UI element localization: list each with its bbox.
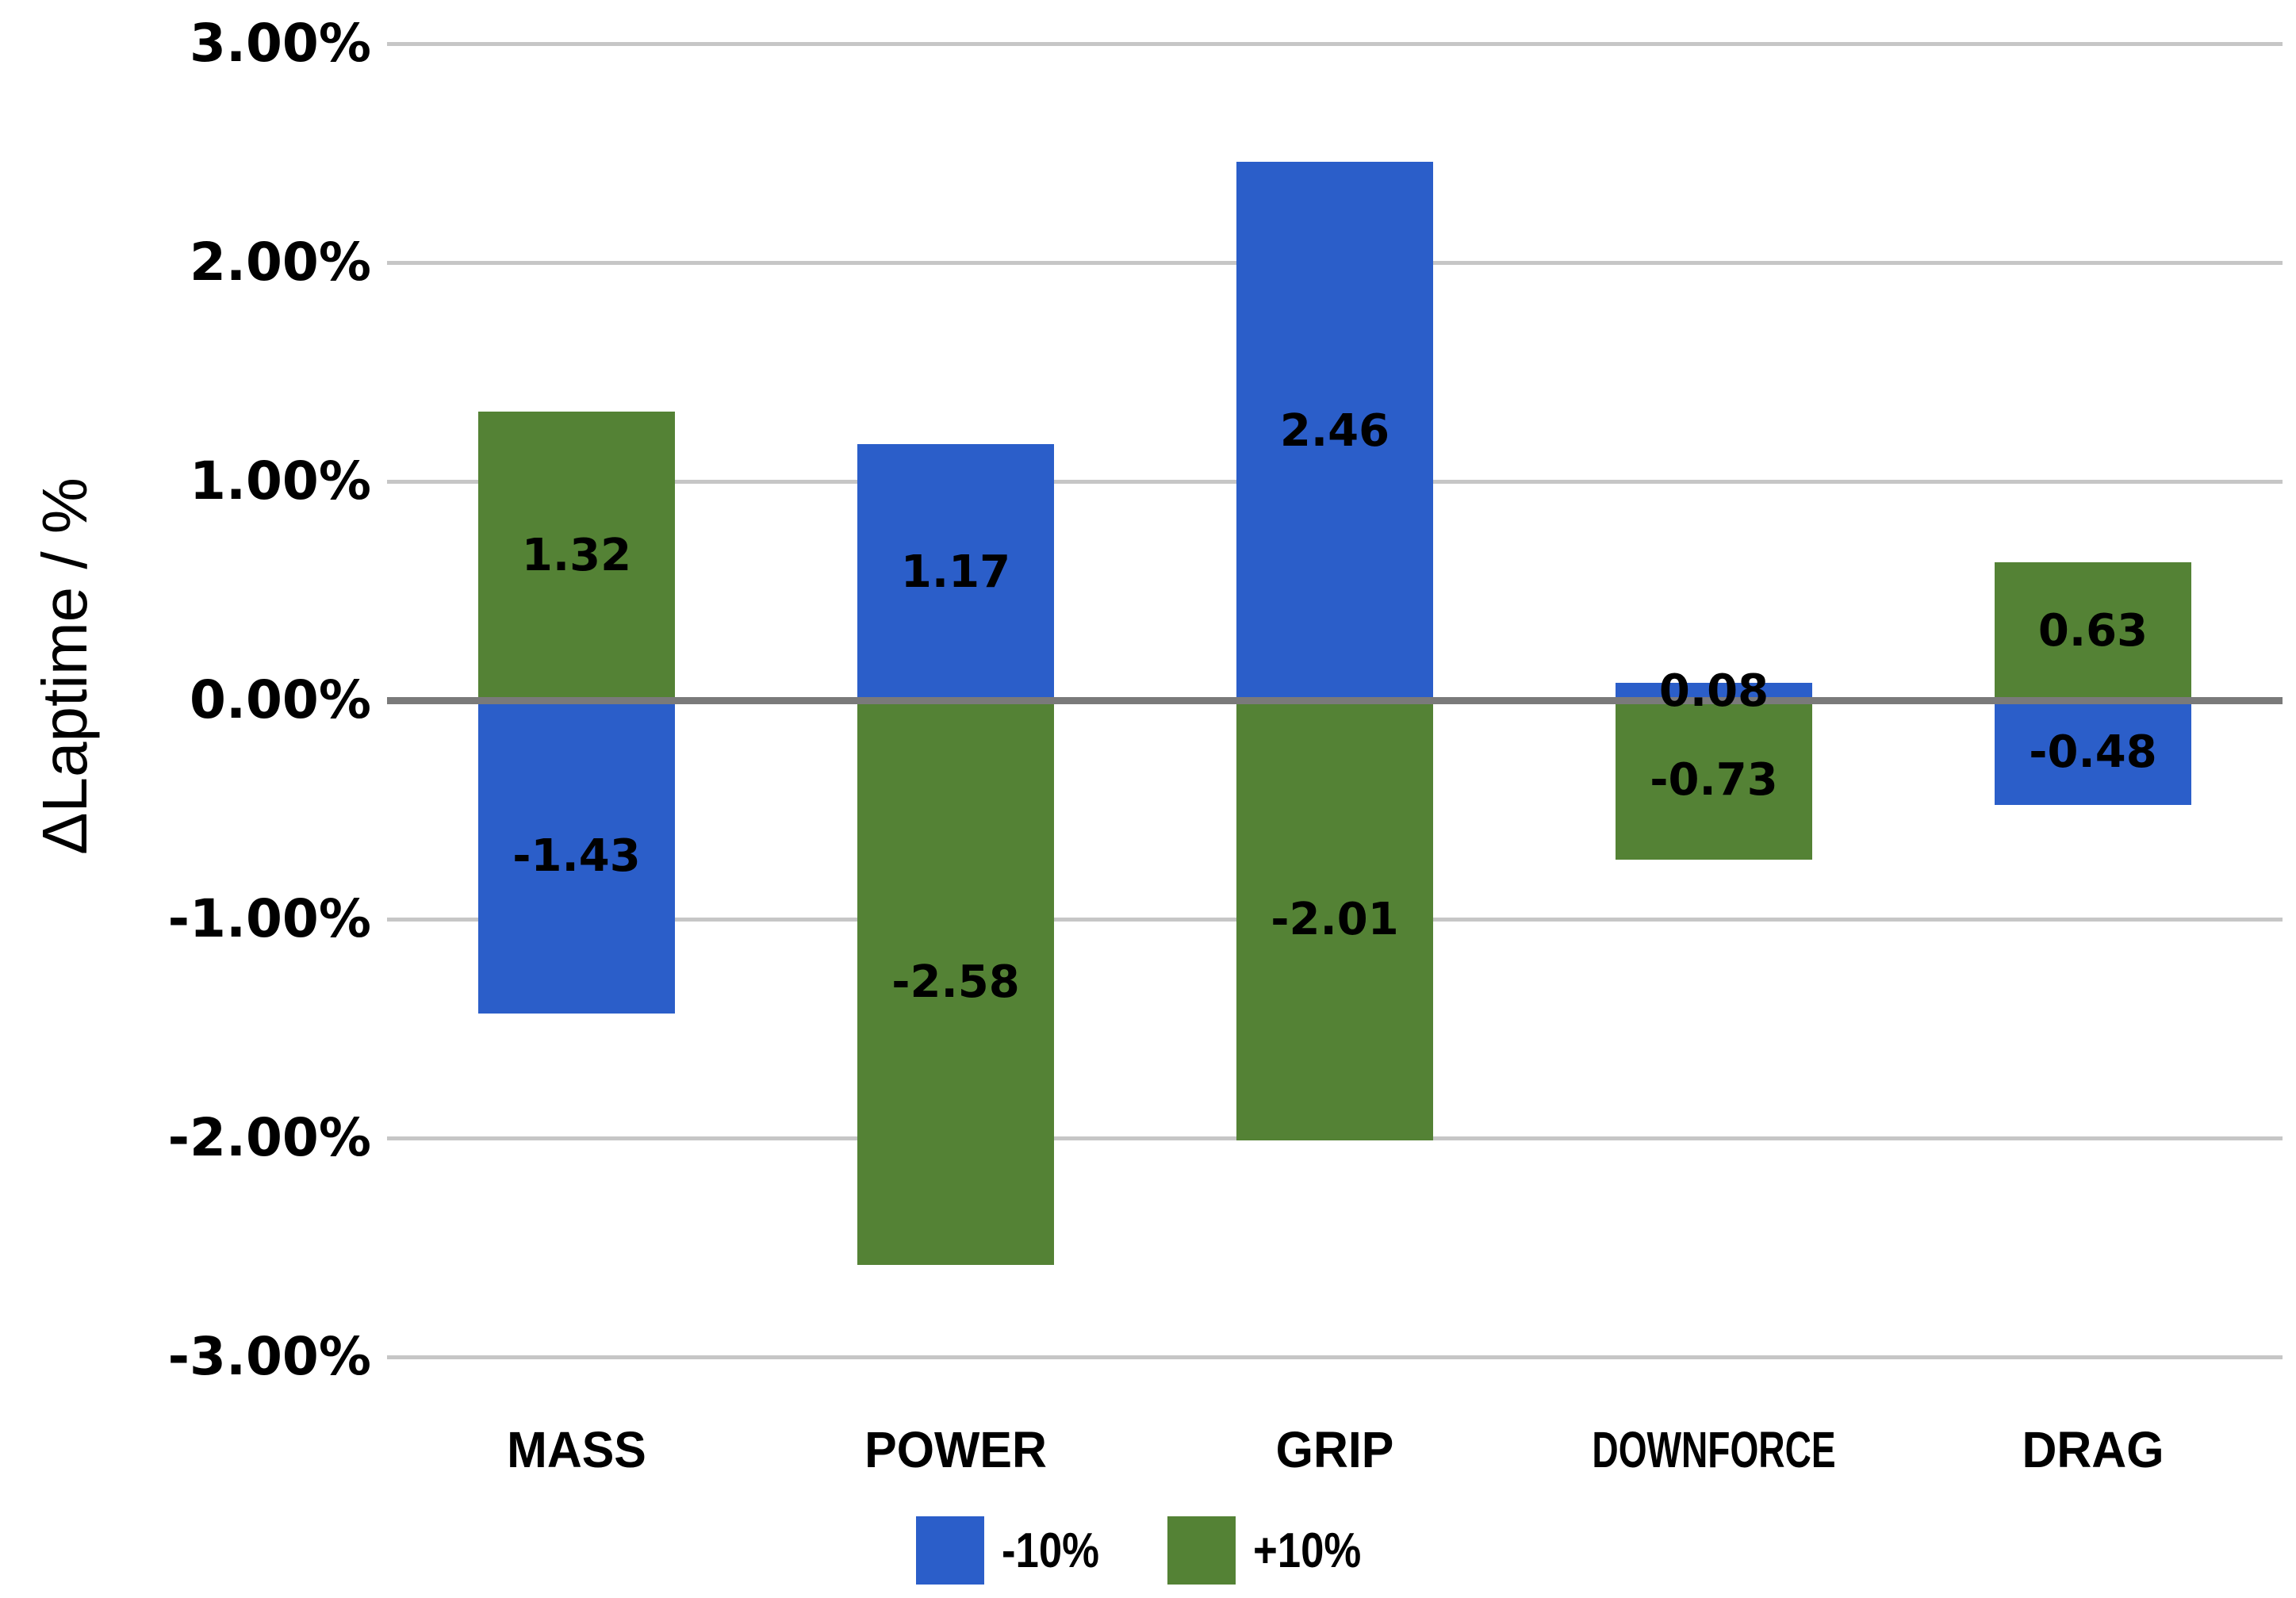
legend-item-minus10: -10% xyxy=(915,1516,1117,1585)
bar-value-label-drag-plus10: 0.63 xyxy=(2037,605,2148,657)
category-label-downforce: DOWNFORCE xyxy=(1592,1421,1836,1478)
bar-value-label-power-plus10: -2.58 xyxy=(891,956,1020,1009)
legend-swatch-plus10-icon xyxy=(1167,1516,1236,1585)
bar-value-label-power-minus10: 1.17 xyxy=(900,546,1011,598)
category-label-grip: GRIP xyxy=(1275,1421,1394,1478)
bar-downforce-minus10 xyxy=(1616,682,1812,700)
bar-power-plus10 xyxy=(857,700,1054,1266)
bar-downforce-plus10 xyxy=(1616,700,1812,860)
y-tick-0.00%: 0.00% xyxy=(190,669,371,730)
bar-value-label-downforce-minus10: 0.08 xyxy=(1658,665,1769,717)
legend-label-plus10: +10% xyxy=(1252,1523,1361,1578)
category-label-mass: MASS xyxy=(507,1421,646,1478)
bar-value-label-grip-plus10: -2.01 xyxy=(1271,894,1399,946)
legend-label-minus10: -10% xyxy=(1001,1523,1100,1578)
bar-grip-plus10 xyxy=(1236,700,1433,1140)
category-label-drag: DRAG xyxy=(2022,1421,2164,1478)
bar-value-label-drag-minus10: -0.48 xyxy=(2029,726,2157,779)
bar-drag-plus10 xyxy=(1995,562,2191,700)
y-tick-3.00%: 3.00% xyxy=(190,13,371,74)
bar-value-label-mass-plus10: 1.32 xyxy=(521,529,632,581)
y-tick--1.00%: -1.00% xyxy=(167,888,371,949)
y-tick-1.00%: 1.00% xyxy=(190,450,371,512)
y-tick--2.00%: -2.00% xyxy=(167,1107,371,1168)
legend-item-plus10: +10% xyxy=(1167,1516,1380,1585)
legend: -10% +10% xyxy=(0,1511,2296,1590)
bar-value-label-mass-minus10: -1.43 xyxy=(512,830,641,883)
y-tick-2.00%: 2.00% xyxy=(190,232,371,293)
bar-value-label-grip-minus10: 2.46 xyxy=(1279,404,1390,457)
bar-drag-minus10 xyxy=(1995,700,2191,806)
bar-power-minus10 xyxy=(857,444,1054,700)
legend-swatch-minus10-icon xyxy=(915,1516,984,1585)
y-tick--3.00%: -3.00% xyxy=(167,1326,371,1387)
category-label-power: POWER xyxy=(864,1421,1047,1478)
y-axis-title: ΔLaptime / % xyxy=(29,477,100,855)
bar-mass-minus10 xyxy=(478,700,675,1014)
gridline--3.00% xyxy=(387,1355,2283,1359)
bar-mass-plus10 xyxy=(478,411,675,700)
bar-grip-minus10 xyxy=(1236,162,1433,700)
gridline-3.00% xyxy=(387,42,2283,46)
zero-axis-line xyxy=(387,697,2283,704)
bar-value-label-downforce-plus10: -0.73 xyxy=(1650,753,1778,806)
